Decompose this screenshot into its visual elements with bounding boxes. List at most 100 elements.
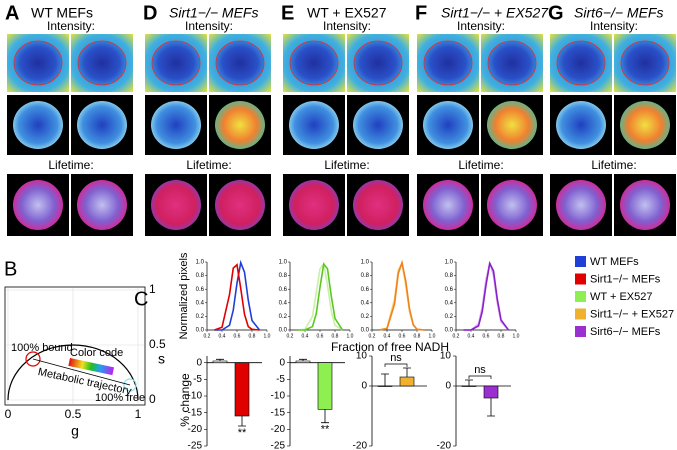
nadh-cell: [556, 101, 606, 149]
lifetime-cell: [620, 180, 670, 230]
bar: [483, 385, 499, 399]
row-label: Lifetime:: [186, 158, 231, 172]
error-bar: [321, 409, 329, 424]
nucleus: [353, 40, 403, 86]
lifetime-cell: [215, 180, 265, 230]
panel-label: C: [134, 288, 148, 310]
nucleus: [151, 40, 201, 86]
lifetime-cell: [556, 180, 606, 230]
y-tick-label: -20: [437, 441, 452, 450]
x-tick-label: 1.0: [264, 333, 271, 339]
lifetime-cell: [151, 180, 201, 230]
y-tick-label: 1.0: [445, 260, 454, 266]
curve: [463, 260, 510, 331]
legend-entry: WT + EX527: [590, 291, 652, 303]
annotation: 100% bound: [11, 342, 73, 354]
nadh-cell: [13, 101, 63, 149]
x-tick-label: 0.6: [317, 333, 324, 339]
y-axis-label: Normalized pixels: [178, 252, 190, 339]
legend-entry: Sirt1−/− MEFs: [590, 273, 661, 285]
y-tick-label: -15: [271, 407, 286, 418]
y-tick-label: 1: [149, 282, 156, 296]
nadh-cell: [487, 101, 537, 149]
x-tick-label: 0.4: [219, 333, 226, 339]
curve: [297, 262, 344, 331]
x-tick-label: 0.8: [332, 333, 339, 339]
nucleus: [289, 40, 339, 86]
y-tick-label: 0: [361, 381, 367, 392]
y-tick-label: 0.4: [445, 300, 454, 306]
nucleus: [556, 40, 606, 86]
panel-title: WT MEFs: [31, 5, 93, 21]
color-code: [68, 358, 115, 376]
legend-swatch: [575, 326, 586, 337]
nucleus: [487, 40, 537, 86]
x-tick-label: 0.2: [369, 333, 376, 339]
error-bar: [299, 358, 307, 361]
y-tick-label: 0.2: [196, 314, 205, 320]
y-tick-label: 1.0: [196, 260, 205, 266]
x-axis-label: g: [71, 423, 79, 439]
panel-title: Sirt1−/− MEFs: [169, 5, 258, 21]
legend-entry: Sirt1−/− + EX527: [590, 308, 674, 320]
significance: **: [238, 427, 247, 439]
y-axis-label: % change: [178, 373, 192, 427]
nadh-cell: [353, 101, 403, 149]
legend-swatch: [575, 273, 586, 285]
y-axis-label: s: [158, 351, 165, 367]
error-bar: [403, 367, 411, 377]
nucleus: [620, 40, 670, 86]
significance: ns: [390, 352, 402, 364]
panel-label: B: [4, 258, 17, 280]
y-tick-label: 0.6: [361, 287, 370, 293]
lifetime-cell: [77, 180, 127, 230]
y-tick-label: 0: [279, 357, 285, 368]
curve: [379, 259, 425, 331]
bound-marker: [25, 351, 41, 367]
significance: ns: [474, 364, 486, 376]
x-axis-label: Fraction of free NADH: [331, 340, 449, 354]
x-tick-label: 0.6: [399, 333, 406, 339]
annotation: 100% free: [95, 392, 145, 404]
nucleus: [77, 40, 127, 86]
x-tick-label: 0.6: [483, 333, 490, 339]
y-tick-label: 1.0: [279, 260, 288, 266]
free-marker: [123, 378, 137, 392]
nadh-cell: [289, 101, 339, 149]
y-tick-label: 0.8: [361, 273, 370, 279]
lifetime-cell: [353, 180, 403, 230]
y-tick-label: 0.8: [279, 273, 288, 279]
x-tick-label: 0.2: [453, 333, 460, 339]
bar: [399, 376, 415, 387]
y-tick-label: 0.2: [279, 314, 288, 320]
row-label: Intensity:: [323, 19, 371, 33]
lifetime-cell: [289, 180, 339, 230]
row-label: Intensity:: [457, 19, 505, 33]
x-tick-label: 0.4: [384, 333, 391, 339]
y-tick-label: -5: [193, 374, 202, 385]
panel-label: G: [548, 2, 564, 24]
y-tick-label: 0.2: [361, 314, 370, 320]
legend-entry: Sirt6−/− MEFs: [590, 326, 661, 338]
phasor-frame: [4, 286, 146, 406]
y-tick-label: -20: [271, 424, 286, 435]
panel-label: A: [5, 2, 19, 24]
y-tick-label: -10: [271, 391, 286, 402]
bar: [461, 385, 477, 387]
y-tick-label: 10: [440, 351, 452, 362]
panel-title: WT + EX527: [307, 5, 387, 21]
x-tick-label: 0.4: [468, 333, 475, 339]
x-tick-label: 0: [5, 407, 12, 421]
y-tick-label: -25: [271, 441, 286, 450]
panel-label: D: [143, 2, 157, 24]
y-tick-label: 1.0: [361, 260, 370, 266]
row-label: Lifetime:: [48, 158, 93, 172]
bar: [234, 362, 250, 417]
y-tick-label: 0: [149, 392, 156, 406]
error-bar: [381, 373, 389, 386]
nucleus: [13, 40, 63, 86]
y-tick-label: 0.4: [361, 300, 370, 306]
y-tick-label: -20: [188, 424, 203, 435]
row-label: Lifetime:: [324, 158, 369, 172]
